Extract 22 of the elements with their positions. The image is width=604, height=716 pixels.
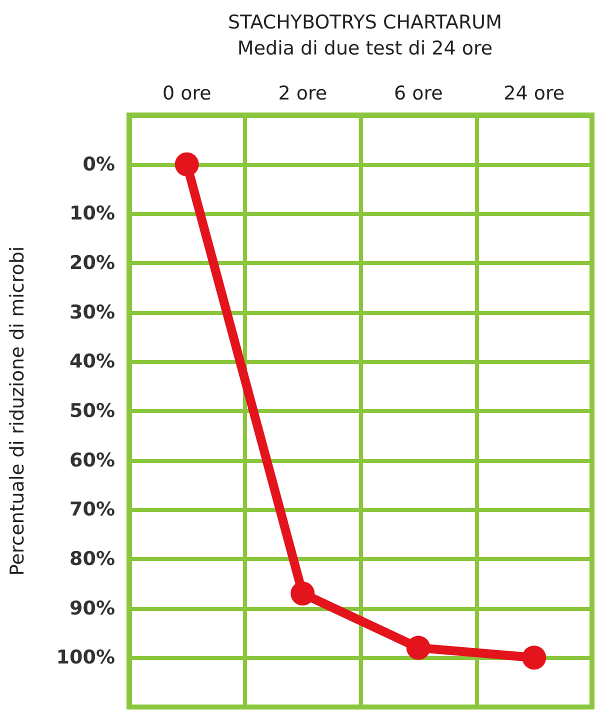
y-tick-label: 10% (70, 202, 115, 225)
x-tick-label: 2 ore (278, 82, 328, 104)
y-tick-label: 80% (70, 548, 115, 570)
y-tick-label: 60% (70, 449, 115, 472)
x-tick-label: 24 ore (504, 82, 565, 104)
y-tick-label: 100% (56, 646, 115, 669)
point (406, 636, 430, 660)
y-tick-label: 90% (70, 597, 115, 620)
point (290, 582, 315, 606)
y-tick-label: 50% (70, 400, 115, 422)
y-tick-label: 0% (82, 153, 115, 176)
point (174, 152, 199, 176)
point (522, 646, 546, 670)
y-tick-label: 40% (70, 350, 115, 373)
x-tick-label: 0 ore (162, 82, 212, 104)
y-tick-label: 20% (70, 252, 115, 274)
chart-subtitle: Media di due test di 24 ore (237, 38, 493, 60)
y-tick-label: 30% (70, 301, 115, 324)
chart-title: STACHYBOTRYS CHARTARUM (228, 12, 502, 34)
y-tick-label: 70% (70, 498, 115, 521)
x-tick-label: 6 ore (394, 82, 443, 104)
y-axis-title: Percentuale di riduzione di microbi (6, 246, 28, 576)
